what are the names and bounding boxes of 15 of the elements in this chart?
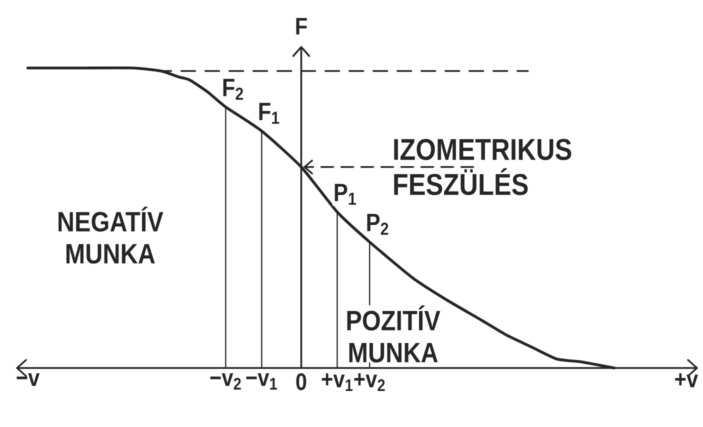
x-tick-label: −v$_{1}$ <box>246 373 277 390</box>
x-tick-label: 0 <box>296 373 306 390</box>
annotation: POZITÍV MUNKA <box>347 305 440 363</box>
x-tick-label: +v <box>675 373 698 388</box>
annotation: F$_{1}$ <box>259 102 280 124</box>
annotation: IZOMETRIKUS FESZÜLÉS <box>394 138 572 196</box>
x-tick-label: +v$_{1}$ <box>322 373 353 391</box>
annotation: P$_{2}$ <box>367 214 388 235</box>
y-axis-title: F <box>296 18 307 34</box>
annotation: P$_{1}$ <box>334 184 356 205</box>
x-tick-label: −v$_{2}$ <box>210 373 241 390</box>
annotation: F$_{2}$ <box>223 78 244 100</box>
annotation: NEGATÍV MUNKA <box>58 206 164 264</box>
x-tick-label: −v <box>16 373 40 386</box>
x-tick-label: +v$_{2}$ <box>354 373 385 391</box>
